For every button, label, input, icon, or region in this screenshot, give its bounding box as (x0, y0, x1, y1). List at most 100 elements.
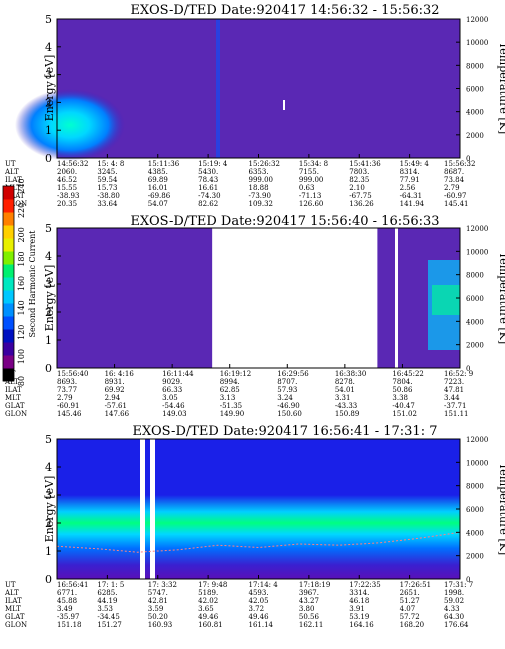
table-row-label: ALT (4, 168, 19, 176)
table-cell: 3.91 (349, 605, 365, 613)
table-cell: 4.33 (444, 605, 460, 613)
table-cell: 5747. (148, 589, 168, 597)
y2tick-label: 10000 (466, 248, 488, 256)
colorbar-swatch (3, 303, 14, 317)
table-cell: 8994. (220, 378, 240, 386)
table-cell: 49.46 (249, 613, 270, 621)
table-cell: 49.46 (198, 613, 219, 621)
panel-1-spike (283, 100, 285, 110)
table-cell: 6285. (97, 589, 117, 597)
table-cell: 66.33 (162, 386, 182, 394)
table-cell: 15.55 (57, 184, 77, 192)
y2tick-label: 8000 (466, 272, 484, 280)
panel-3-y2ticks: 0 2000 4000 6000 8000 10000 12000 (456, 436, 488, 584)
table-cell: 17: 3:32 (148, 581, 177, 589)
panel-1-table: UTALTILATMLTGLATGLON14:56:322060.46.5215… (4, 154, 475, 208)
colorbar-tick: 120 (17, 325, 26, 340)
colorbar-swatch (3, 368, 14, 382)
table-cell: -54.46 (162, 402, 185, 410)
ytick-label: 0 (45, 362, 52, 375)
colorbar-label: Second Harmonic Current (28, 230, 37, 338)
colorbar-swatch (3, 225, 14, 239)
table-cell: -73.90 (249, 192, 271, 200)
table-cell: -38.93 (57, 192, 79, 200)
table-cell: -38.80 (97, 192, 119, 200)
table-cell: 64.30 (444, 613, 464, 621)
table-cell: 17: 1: 5 (97, 581, 124, 589)
table-cell: 54.01 (335, 386, 355, 394)
table-cell: 16:29:56 (277, 370, 309, 378)
table-cell: 18.88 (249, 184, 269, 192)
table-cell: 20.35 (57, 200, 77, 208)
table-row-label: ALT (4, 378, 19, 386)
data-gap (212, 228, 378, 368)
ytick-label: 2 (45, 306, 52, 319)
panel-3-plot-area (57, 439, 460, 579)
ytick-label: 5 (45, 433, 52, 446)
table-cell: 8278. (335, 378, 355, 386)
table-cell: 2651. (400, 589, 420, 597)
table-cell: -34.45 (97, 613, 119, 621)
colorbar-swatch (3, 186, 14, 200)
table-cell: 57.93 (277, 386, 297, 394)
table-cell: 3.49 (57, 605, 73, 613)
table-cell: 44.19 (97, 597, 117, 605)
colorbar-swatch (3, 251, 14, 265)
table-cell: 73.84 (444, 176, 465, 184)
table-cell: 160.81 (198, 621, 223, 629)
table-cell: 15:56:32 (444, 160, 475, 168)
table-cell: -43.33 (335, 402, 357, 410)
table-cell: 3.44 (444, 394, 460, 402)
y2tick-label: 2000 (466, 553, 484, 561)
table-cell: 3.72 (249, 605, 265, 613)
y2tick-label: 12000 (466, 436, 488, 444)
table-cell: 16:11:44 (162, 370, 194, 378)
table-cell: 42.81 (148, 597, 168, 605)
table-cell: 42.05 (249, 597, 269, 605)
table-cell: -60.97 (444, 192, 466, 200)
panel-3-gap-a (140, 439, 145, 579)
table-cell: 57.72 (400, 613, 420, 621)
table-cell: 16:38:30 (335, 370, 366, 378)
panel-1: EXOS-D/TED Date:920417 14:56:32 - 15:56:… (4, 3, 505, 208)
ytick-label: 2 (45, 517, 52, 530)
table-cell: 150.89 (335, 410, 360, 418)
panel-1-stripe (216, 19, 220, 158)
table-cell: 59.54 (97, 176, 118, 184)
panel-2-gap-b (372, 228, 375, 368)
table-cell: -60.91 (57, 402, 79, 410)
ytick-label: 0 (45, 573, 52, 586)
table-cell: 3.65 (198, 605, 214, 613)
table-cell: 2.56 (400, 184, 416, 192)
table-cell: -69.86 (148, 192, 171, 200)
colorbar-tick: 100 (17, 349, 26, 364)
colorbar-tick: 140 (17, 300, 26, 315)
table-cell: 5189. (198, 589, 218, 597)
table-cell: 50.56 (299, 613, 320, 621)
table-cell: 8693. (57, 378, 77, 386)
table-cell: 14:56:32 (57, 160, 88, 168)
ytick-label: 1 (45, 334, 52, 347)
table-cell: 2.79 (444, 184, 460, 192)
table-cell: 42.02 (198, 597, 218, 605)
panel-2-y2ticks: 0 2000 4000 6000 8000 10000 12000 (456, 225, 488, 373)
colorbar-tick: 80 (17, 376, 26, 386)
table-cell: 151.02 (392, 410, 417, 418)
y2tick-label: 8000 (466, 483, 484, 491)
panel-3-gap-b (150, 439, 155, 579)
table-cell: 46.52 (57, 176, 77, 184)
table-cell: 53.19 (349, 613, 369, 621)
table-cell: 15:11:36 (148, 160, 180, 168)
table-cell: 8687. (444, 168, 464, 176)
y2tick-label: 0 (466, 365, 470, 373)
table-cell: 161.14 (249, 621, 274, 629)
y2tick-label: 2000 (466, 342, 484, 350)
table-cell: 126.60 (299, 200, 324, 208)
table-cell: -57.61 (105, 402, 127, 410)
table-cell: 73.77 (57, 386, 77, 394)
table-cell: 3.24 (277, 394, 293, 402)
colorbar-swatch (3, 355, 14, 369)
y2tick-label: 6000 (466, 295, 484, 303)
table-row-label: GLON (5, 200, 27, 208)
table-cell: 151.18 (57, 621, 82, 629)
